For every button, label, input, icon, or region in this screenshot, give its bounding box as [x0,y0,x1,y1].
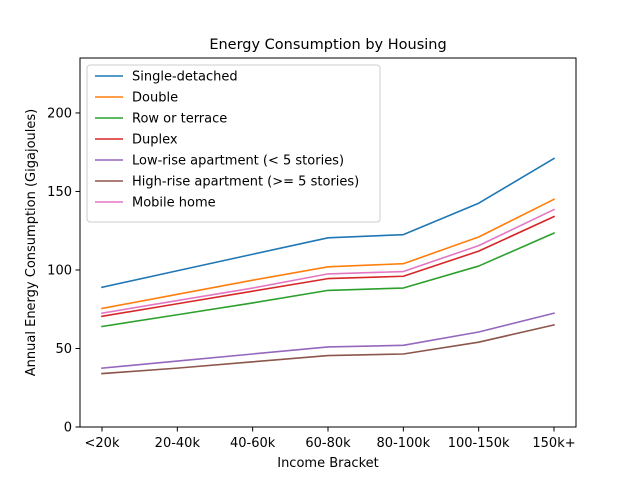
legend-label-1: Double [132,91,178,106]
series-line-5 [101,323,555,375]
x-tick-label-3: 60-80k [305,436,351,451]
y-tick-label-1: 50 [55,342,72,357]
y-tick-label-2: 100 [47,263,72,278]
y-tick-label-4: 200 [47,106,72,121]
x-tick-label-4: 80-100k [377,436,431,451]
series-line-4 [101,312,555,369]
y-tick-label-3: 150 [47,185,72,200]
y-tick-label-0: 0 [64,421,72,436]
series-line-3 [101,215,556,318]
y-axis: 0 50 100 150 200 [47,106,80,436]
chart-title: Energy Consumption by Housing [209,37,446,53]
legend-label-3: Duplex [132,133,178,148]
x-axis: <20k 20-40k 40-60k 60-80k 80-100k 100-150k 150… [85,427,576,451]
y-axis-label: Annual Energy Consumption (Gigajoules) [24,109,39,376]
series-line-0 [101,157,556,289]
legend-box [86,64,381,223]
x-tick-label-1: 20-40k [155,436,201,451]
legend-label-6: Mobile home [132,196,216,211]
legend: Single-detached Double Row or terrace Duple… [86,64,381,223]
x-tick-label-2: 40-60k [230,436,276,451]
series-layer [101,157,556,375]
legend-label-2: Row or terrace [132,112,227,127]
series-line-6 [101,208,556,315]
x-tick-label-6: 150k+ [532,436,575,451]
legend-label-5: High-rise apartment (>= 5 stories) [132,175,359,190]
legend-label-4: Low-rise apartment (< 5 stories) [132,154,344,169]
x-tick-label-5: 100-150k [448,436,510,451]
series-line-2 [101,232,556,328]
series-line-1 [101,198,556,310]
x-tick-label-0: <20k [85,436,120,451]
x-axis-label: Income Bracket [277,456,379,471]
legend-label-0: Single-detached [132,70,238,85]
